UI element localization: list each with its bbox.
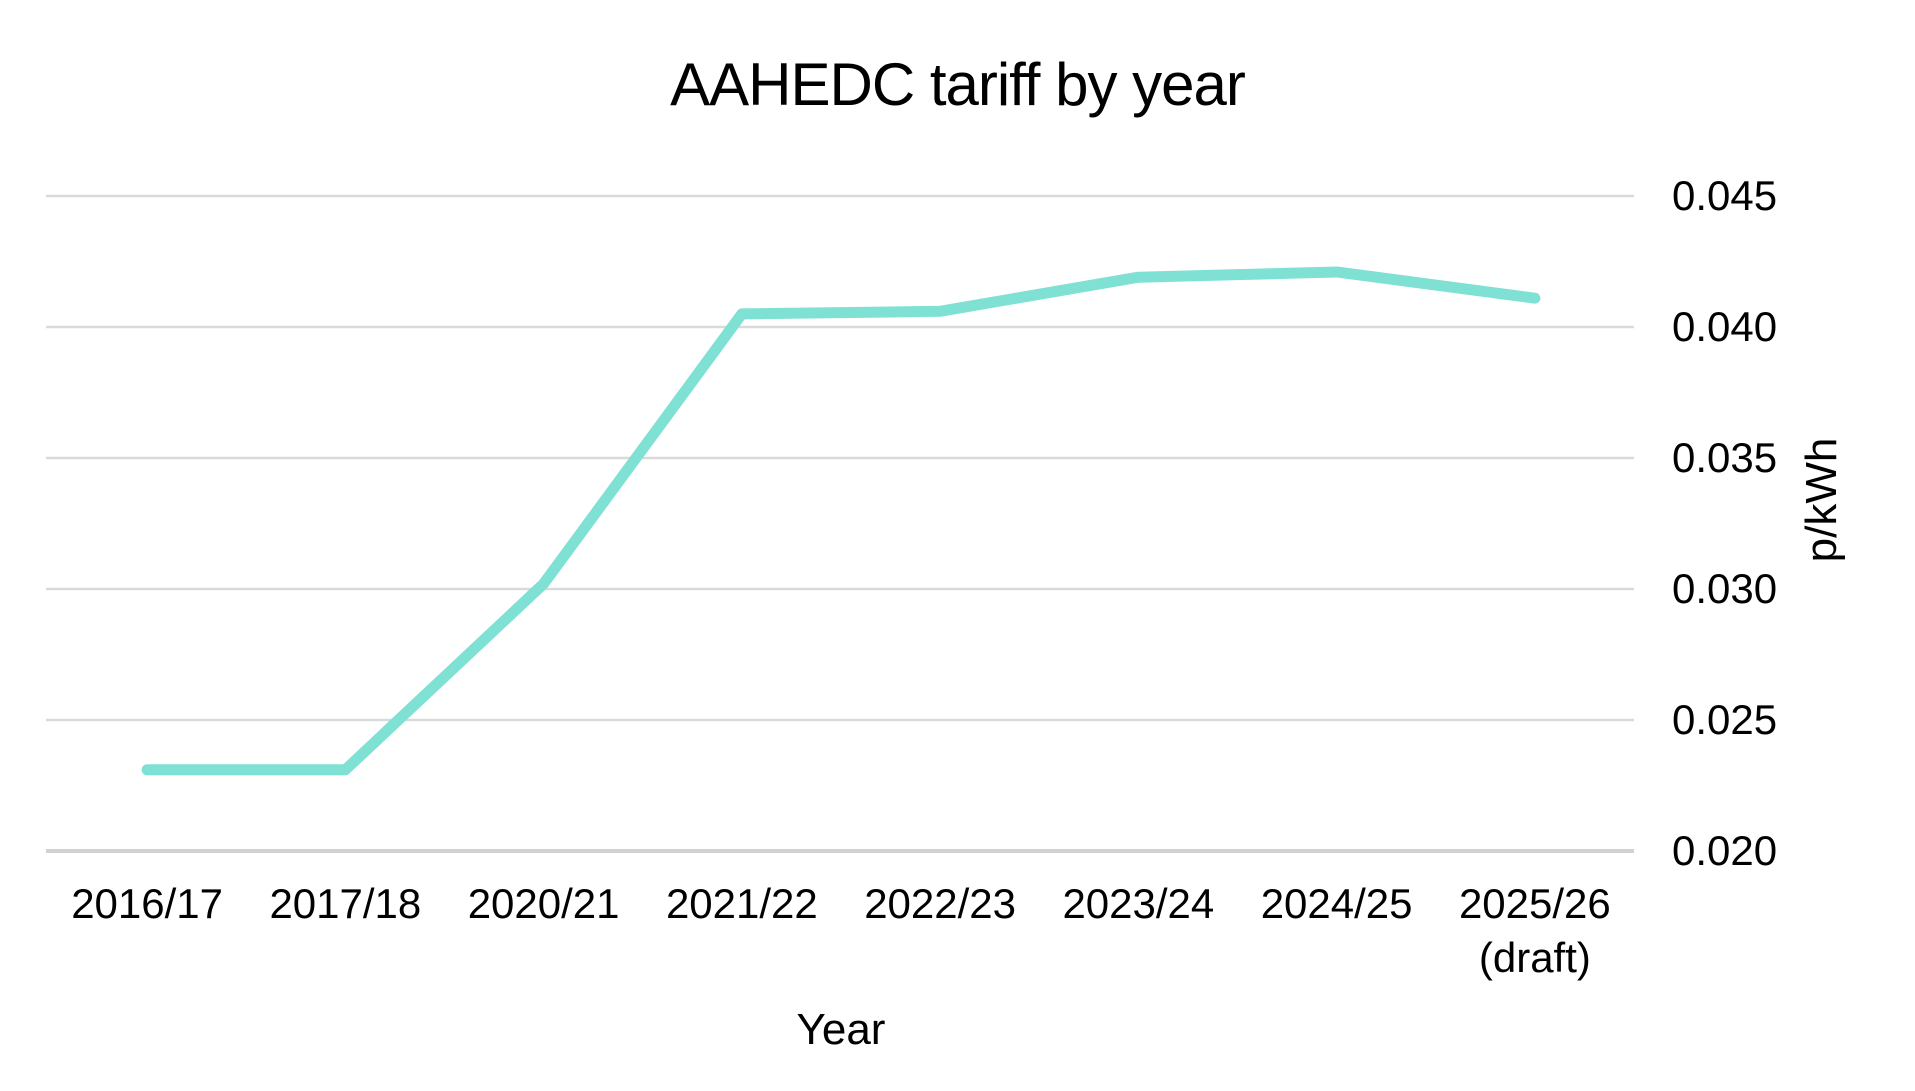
x-tick-label: 2016/17: [71, 880, 224, 927]
x-tick-label: 2022/23: [864, 880, 1017, 927]
y-tick-label: 0.040: [1672, 303, 1778, 350]
y-tick-label: 0.035: [1672, 434, 1778, 481]
x-tick-label: 2021/22: [665, 880, 818, 927]
x-tick-label: 2020/21: [467, 880, 620, 927]
y-tick-label: 0.045: [1672, 172, 1778, 219]
y-tick-label: 0.025: [1672, 696, 1778, 743]
x-tick-sublabel: (draft): [1478, 934, 1591, 981]
chart-title: AAHEDC tariff by year: [670, 51, 1246, 118]
x-tick-label: 2025/26: [1458, 880, 1611, 927]
gridlines: [46, 194, 1634, 853]
y-axis-title: p/kWh: [1797, 437, 1846, 563]
y-tick-label: 0.030: [1672, 565, 1778, 612]
x-tick-label: 2023/24: [1062, 880, 1215, 927]
x-tick-label: 2024/25: [1260, 880, 1413, 927]
x-axis-title: Year: [796, 1005, 886, 1054]
tariff-series-line: [141, 266, 1541, 776]
x-tick-label: 2017/18: [269, 880, 422, 927]
y-tick-label: 0.020: [1672, 827, 1778, 874]
